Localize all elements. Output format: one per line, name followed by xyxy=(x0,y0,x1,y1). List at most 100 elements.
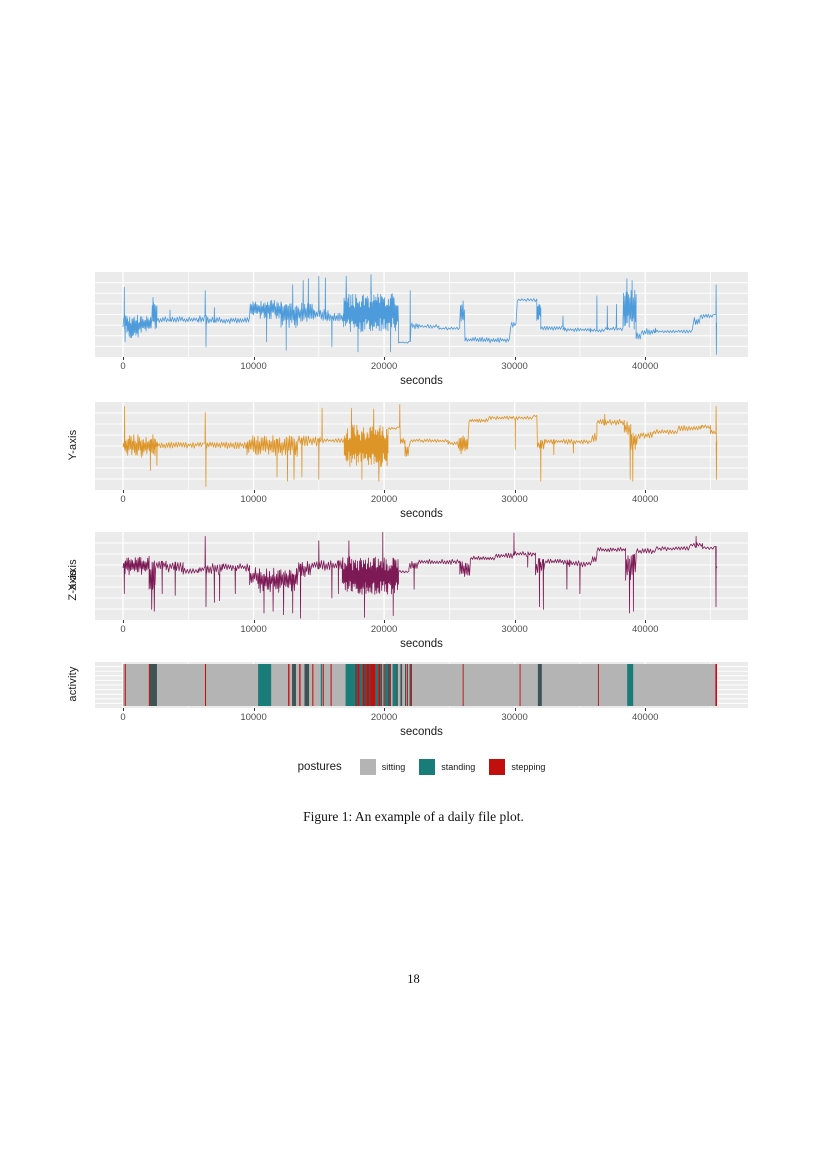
posture-band-standing xyxy=(359,664,363,706)
sitting-swatch xyxy=(359,759,376,775)
y-series-line xyxy=(122,404,718,487)
axis-tick-label: 20000 xyxy=(370,624,398,635)
axis-tick xyxy=(514,708,516,711)
plot-panel-x xyxy=(95,532,748,620)
axis-tick xyxy=(645,620,647,623)
legend-label-stepping: stepping xyxy=(511,762,546,772)
axis-tick-label: 20000 xyxy=(370,361,398,372)
axis-tick-label: 40000 xyxy=(631,624,659,635)
axis-tick xyxy=(123,357,124,360)
axis-tick xyxy=(514,620,516,623)
posture-band-standing xyxy=(258,664,272,706)
plot-panel-y xyxy=(95,402,748,490)
axis-tick xyxy=(253,357,255,360)
posture-band-standing-dark xyxy=(149,664,157,706)
posture-band-stepping xyxy=(288,664,290,706)
posture-band-standing xyxy=(320,664,323,706)
z-series-line xyxy=(122,274,718,355)
posture-band-standing-dark xyxy=(364,664,367,706)
posture-band-stepping xyxy=(148,664,150,706)
axis-tick xyxy=(384,490,386,493)
axis-tick xyxy=(384,708,386,711)
plot-svg xyxy=(95,662,748,708)
posture-band-standing-dark xyxy=(292,664,296,706)
posture-band-stepping xyxy=(378,664,381,706)
posture-band-stepping xyxy=(322,664,324,706)
legend-label-standing: standing xyxy=(441,762,476,772)
axis-tick-label: 0 xyxy=(120,361,126,372)
axis-tick xyxy=(645,708,647,711)
posture-band-stepping xyxy=(204,664,207,706)
chart-z-axis: Z-axis 0 10000 20000 30000 40000 seconds xyxy=(0,272,827,601)
posture-band-standing-dark xyxy=(380,664,383,706)
y-axis-title: Y-axis xyxy=(67,429,79,461)
axis-tick-label: 30000 xyxy=(501,361,528,372)
axis-tick-label: 40000 xyxy=(631,361,659,372)
posture-band-standing-dark xyxy=(409,664,411,706)
sitting-band xyxy=(123,664,717,706)
posture-band-stepping xyxy=(389,664,391,706)
plot-panel-z xyxy=(95,272,748,357)
posture-band-stepping xyxy=(362,664,365,706)
x-axis-label-activity: seconds xyxy=(400,726,443,738)
axis-tick-label: 0 xyxy=(120,712,126,723)
posture-band-standing-dark xyxy=(354,664,358,706)
posture-band-standing xyxy=(375,664,379,706)
posture-band-standing xyxy=(392,664,397,706)
axis-tick-label: 20000 xyxy=(370,712,398,723)
posture-band-stepping xyxy=(383,664,385,706)
posture-band-stepping xyxy=(597,664,599,706)
figure-caption: Figure 1: An example of a daily file plo… xyxy=(303,809,524,824)
posture-band-stepping xyxy=(519,664,521,706)
axis-tick-label: 40000 xyxy=(631,494,659,505)
x-axis-series-title: X-axis xyxy=(67,559,79,591)
stepping-swatch xyxy=(489,759,506,775)
posture-band-stepping xyxy=(330,664,332,706)
standing-swatch xyxy=(419,759,436,775)
plot-svg xyxy=(95,402,748,490)
axis-tick xyxy=(384,357,386,360)
axis-tick xyxy=(123,620,124,623)
postures-legend: postures sitting standing stepping xyxy=(95,752,748,782)
axis-tick xyxy=(123,490,124,493)
legend-item-sitting: sitting xyxy=(359,759,406,775)
axis-tick-label: 30000 xyxy=(501,712,528,723)
posture-band-standing-dark xyxy=(396,664,398,706)
legend-item-standing: standing xyxy=(419,759,475,775)
posture-band-stepping xyxy=(299,664,301,706)
legend-title: postures xyxy=(297,761,342,773)
axis-tick-label: 40000 xyxy=(631,712,659,723)
axis-tick-label: 0 xyxy=(120,494,126,505)
axis-tick xyxy=(123,708,124,711)
chart-y-axis: Y-axis 0 10000 20000 30000 40000 seconds xyxy=(0,402,827,524)
x-axis-z: 0 10000 20000 30000 40000 xyxy=(95,357,748,374)
axis-tick-label: 20000 xyxy=(370,494,398,505)
axis-tick xyxy=(253,620,255,623)
posture-band-standing-dark xyxy=(537,664,542,706)
axis-tick xyxy=(645,357,647,360)
axis-tick xyxy=(384,620,386,623)
axis-tick-label: 30000 xyxy=(501,624,528,635)
posture-band-stepping xyxy=(410,664,412,706)
plot-svg xyxy=(95,532,748,620)
posture-band-standing xyxy=(627,664,634,706)
axis-tick xyxy=(253,490,255,493)
x-axis-x: 0 10000 20000 30000 40000 xyxy=(95,620,748,637)
legend-label-sitting: sitting xyxy=(381,762,406,772)
chart-x-axis: X-axis 0 10000 20000 30000 40000 seconds xyxy=(0,532,827,654)
posture-band-stepping xyxy=(462,664,464,706)
legend-item-stepping: stepping xyxy=(489,759,545,775)
posture-band-stepping xyxy=(357,664,360,706)
posture-band-standing-dark xyxy=(388,664,390,706)
axis-tick xyxy=(645,490,647,493)
posture-band-stepping xyxy=(366,664,376,706)
axis-tick-label: 10000 xyxy=(240,624,267,635)
x-series-line xyxy=(122,532,718,619)
axis-tick-label: 10000 xyxy=(240,712,267,723)
axis-tick-label: 30000 xyxy=(501,494,528,505)
plot-svg xyxy=(95,272,748,357)
page-number: 18 xyxy=(407,972,420,986)
plot-panel-activity xyxy=(95,662,748,708)
axis-tick xyxy=(253,708,255,711)
posture-band-stepping xyxy=(407,664,408,706)
